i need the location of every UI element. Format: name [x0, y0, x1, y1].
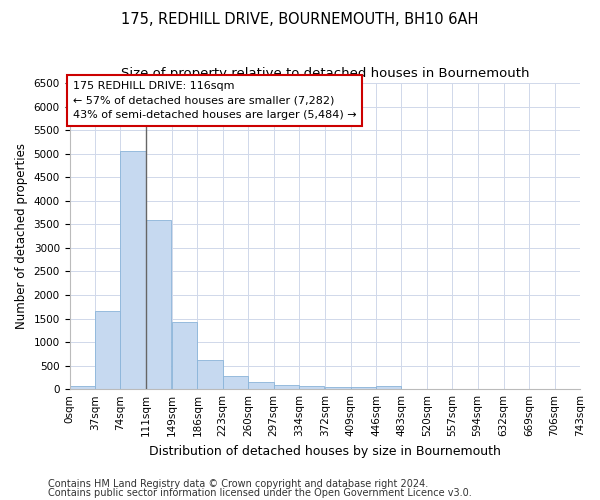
- Bar: [121, 151, 146, 389]
- Bar: [197, 360, 223, 389]
- Text: Contains HM Land Registry data © Crown copyright and database right 2024.: Contains HM Land Registry data © Crown c…: [48, 479, 428, 489]
- Bar: [70, 386, 95, 389]
- Bar: [172, 322, 197, 389]
- X-axis label: Distribution of detached houses by size in Bournemouth: Distribution of detached houses by size …: [149, 444, 501, 458]
- Bar: [223, 376, 248, 389]
- Text: 175 REDHILL DRIVE: 116sqm
← 57% of detached houses are smaller (7,282)
43% of se: 175 REDHILL DRIVE: 116sqm ← 57% of detac…: [73, 80, 356, 120]
- Bar: [299, 386, 325, 389]
- Bar: [376, 386, 401, 389]
- Title: Size of property relative to detached houses in Bournemouth: Size of property relative to detached ho…: [121, 68, 529, 80]
- Bar: [146, 220, 171, 389]
- Bar: [325, 386, 350, 389]
- Bar: [248, 382, 274, 389]
- Bar: [350, 387, 376, 389]
- Text: 175, REDHILL DRIVE, BOURNEMOUTH, BH10 6AH: 175, REDHILL DRIVE, BOURNEMOUTH, BH10 6A…: [121, 12, 479, 28]
- Y-axis label: Number of detached properties: Number of detached properties: [15, 143, 28, 329]
- Text: Contains public sector information licensed under the Open Government Licence v3: Contains public sector information licen…: [48, 488, 472, 498]
- Bar: [274, 385, 299, 389]
- Bar: [95, 312, 121, 389]
